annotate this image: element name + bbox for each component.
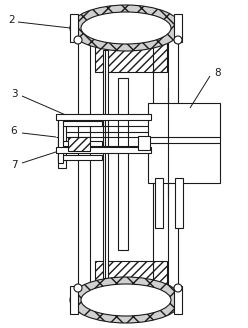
- Bar: [58, 155, 102, 160]
- Bar: [90, 40, 168, 288]
- Bar: [95, 261, 167, 286]
- Text: 6: 6: [11, 126, 17, 136]
- Text: 2: 2: [9, 15, 15, 25]
- Bar: [118, 78, 128, 250]
- Ellipse shape: [81, 12, 171, 44]
- Bar: [56, 147, 151, 153]
- Bar: [103, 50, 108, 278]
- Bar: [148, 103, 220, 183]
- Bar: [78, 33, 178, 296]
- Circle shape: [174, 284, 182, 292]
- Bar: [138, 136, 150, 150]
- Bar: [58, 121, 102, 126]
- Bar: [95, 42, 167, 72]
- Text: 7: 7: [11, 160, 17, 170]
- Bar: [58, 118, 63, 163]
- Text: 8: 8: [215, 68, 221, 78]
- Ellipse shape: [70, 277, 182, 323]
- Bar: [175, 178, 183, 228]
- Circle shape: [74, 284, 82, 292]
- Bar: [174, 286, 182, 314]
- Bar: [58, 118, 66, 168]
- Circle shape: [174, 36, 182, 44]
- Ellipse shape: [81, 284, 171, 316]
- Bar: [155, 178, 163, 228]
- Bar: [70, 286, 78, 314]
- Circle shape: [74, 36, 82, 44]
- Bar: [70, 14, 78, 42]
- Bar: [58, 141, 102, 146]
- Text: 3: 3: [11, 89, 17, 99]
- Bar: [68, 137, 90, 151]
- Ellipse shape: [70, 5, 182, 51]
- Bar: [56, 114, 151, 120]
- Bar: [174, 14, 182, 42]
